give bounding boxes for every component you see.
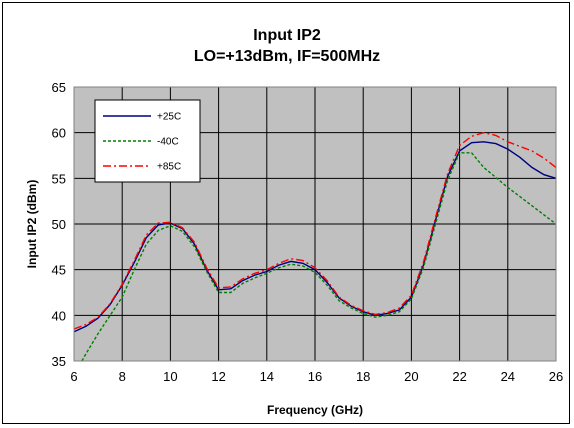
y-axis-label: Input IP2 (dBm) bbox=[25, 180, 39, 269]
x-tick-label: 14 bbox=[260, 369, 274, 384]
legend-box bbox=[94, 99, 201, 183]
series-layer bbox=[73, 131, 557, 362]
legend-label: +85C bbox=[157, 162, 181, 173]
series-line-+85C bbox=[73, 131, 557, 330]
x-tick-label: 26 bbox=[549, 369, 563, 384]
y-tick-label: 35 bbox=[52, 354, 66, 369]
x-tick-label: 20 bbox=[404, 369, 418, 384]
legend-label: +25C bbox=[157, 112, 181, 123]
plot-border bbox=[73, 86, 557, 362]
x-tick-label: 8 bbox=[119, 369, 126, 384]
y-tick-label: 45 bbox=[52, 263, 66, 278]
x-tick-labels: 6 8 10 12 14 16 18 20 22 24 26 bbox=[70, 369, 563, 384]
y-tick-label: 50 bbox=[52, 217, 66, 232]
series-line-+25C bbox=[73, 141, 557, 333]
x-tick-label: 22 bbox=[452, 369, 466, 384]
chart-title: Input IP2 bbox=[253, 27, 321, 44]
legend-label: -40C bbox=[157, 137, 179, 148]
y-tick-label: 60 bbox=[52, 126, 66, 141]
y-tick-label: 65 bbox=[52, 80, 66, 95]
series-line--40C bbox=[81, 152, 557, 362]
x-tick-label: 16 bbox=[308, 369, 322, 384]
y-tick-labels: 35 40 45 50 55 60 65 bbox=[52, 80, 66, 369]
x-tick-label: 6 bbox=[70, 369, 77, 384]
x-tick-label: 18 bbox=[356, 369, 370, 384]
x-tick-label: 24 bbox=[501, 369, 515, 384]
legend: +25C -40C +85C bbox=[94, 99, 201, 183]
y-tick-label: 55 bbox=[52, 171, 66, 186]
x-tick-label: 10 bbox=[163, 369, 177, 384]
chart-subtitle: LO=+13dBm, IF=500MHz bbox=[194, 48, 380, 65]
y-tick-label: 40 bbox=[52, 308, 66, 323]
x-axis-label: Frequency (GHz) bbox=[267, 403, 363, 417]
x-tick-label: 12 bbox=[211, 369, 225, 384]
